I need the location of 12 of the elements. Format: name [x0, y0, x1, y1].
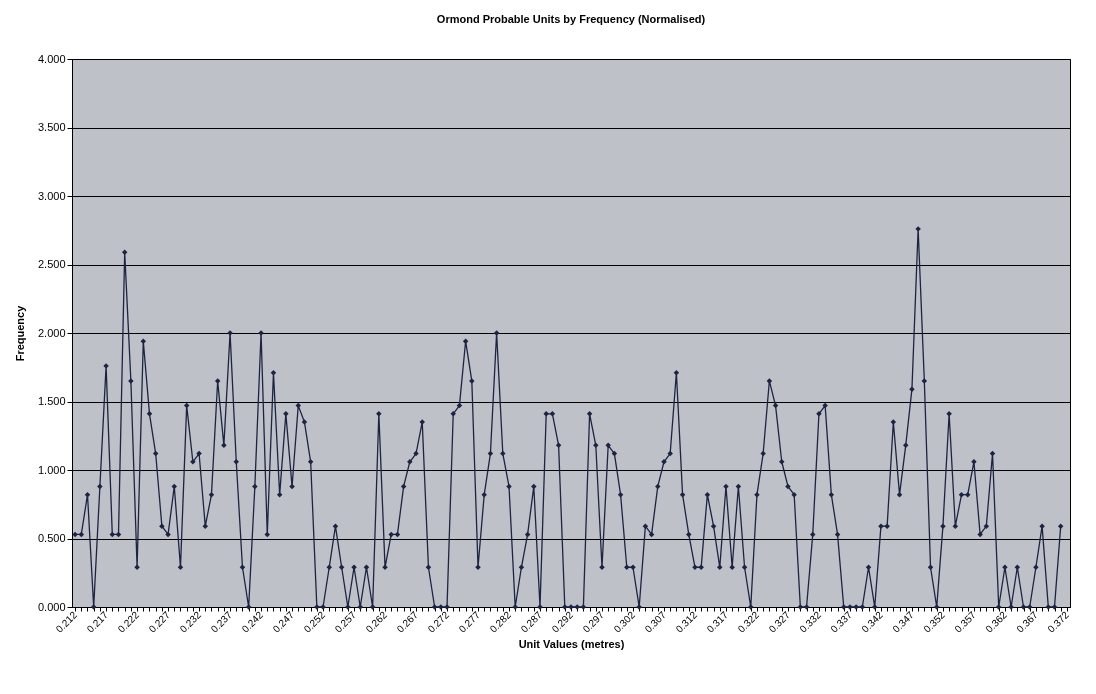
y-tick-label: 0.000 — [37, 600, 66, 613]
y-axis-title: Frequency — [13, 304, 26, 362]
y-tick-label: 1.500 — [37, 395, 66, 407]
y-tick-label: 1.000 — [37, 463, 66, 476]
y-tick-label: 3.500 — [37, 121, 66, 133]
x-axis-title: Unit Values (metres) — [518, 637, 625, 650]
y-tick-label: 4.000 — [37, 52, 66, 65]
y-tick-label: 3.000 — [37, 189, 66, 202]
y-tick-label: 0.500 — [37, 532, 66, 544]
chart-title: Ormond Probable Units by Frequency (Normalised) — [436, 13, 706, 25]
y-tick-label: 2.500 — [37, 258, 66, 270]
y-tick-label: 2.000 — [37, 326, 66, 339]
